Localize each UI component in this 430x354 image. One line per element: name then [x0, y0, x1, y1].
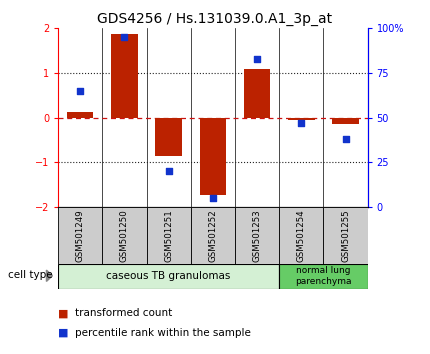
- Text: transformed count: transformed count: [75, 308, 172, 318]
- Point: [165, 169, 172, 174]
- Polygon shape: [46, 270, 52, 281]
- Bar: [323, 207, 368, 264]
- Text: GSM501251: GSM501251: [164, 209, 173, 262]
- Bar: [332, 118, 359, 124]
- Text: cell type: cell type: [8, 270, 52, 280]
- Bar: [155, 118, 182, 156]
- Text: GSM501252: GSM501252: [209, 209, 217, 262]
- Bar: [244, 69, 270, 118]
- Text: ■: ■: [58, 308, 68, 318]
- Text: GSM501255: GSM501255: [341, 209, 350, 262]
- Bar: [279, 207, 323, 264]
- Bar: [235, 207, 279, 264]
- Bar: [67, 112, 93, 118]
- Bar: [58, 207, 102, 264]
- Bar: [279, 264, 368, 289]
- Text: GSM501253: GSM501253: [252, 209, 261, 262]
- Point: [342, 136, 349, 142]
- Text: percentile rank within the sample: percentile rank within the sample: [75, 328, 251, 338]
- Bar: [147, 207, 191, 264]
- Bar: [58, 264, 279, 289]
- Text: GSM501249: GSM501249: [76, 209, 85, 262]
- Point: [121, 34, 128, 40]
- Point: [77, 88, 83, 94]
- Text: ■: ■: [58, 328, 68, 338]
- Text: caseous TB granulomas: caseous TB granulomas: [107, 271, 231, 281]
- Text: normal lung
parenchyma: normal lung parenchyma: [295, 267, 352, 286]
- Text: GSM501250: GSM501250: [120, 209, 129, 262]
- Bar: [288, 118, 315, 120]
- Text: GDS4256 / Hs.131039.0.A1_3p_at: GDS4256 / Hs.131039.0.A1_3p_at: [98, 12, 332, 27]
- Bar: [200, 118, 226, 195]
- Text: GSM501254: GSM501254: [297, 209, 306, 262]
- Point: [298, 120, 305, 126]
- Point: [254, 56, 261, 62]
- Bar: [111, 34, 138, 118]
- Point: [209, 195, 216, 201]
- Bar: [191, 207, 235, 264]
- Bar: [102, 207, 147, 264]
